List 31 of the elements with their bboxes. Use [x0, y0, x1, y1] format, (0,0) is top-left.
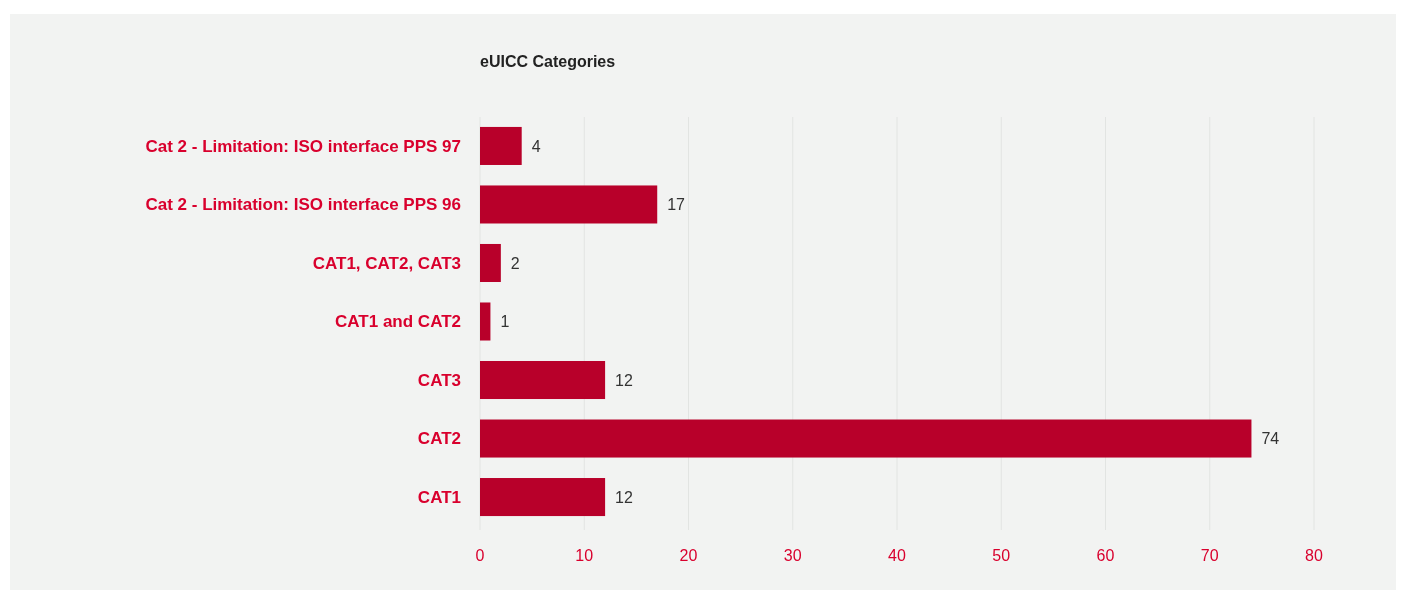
bar [480, 478, 606, 517]
y-tick-label: Cat 2 - Limitation: ISO interface PPS 97 [145, 136, 461, 156]
bar [480, 361, 606, 400]
x-tick-label: 0 [475, 547, 485, 564]
data-label: 17 [667, 196, 686, 214]
x-tick-label: 60 [1096, 547, 1115, 564]
y-tick-label: CAT2 [417, 429, 461, 449]
data-label: 74 [1261, 430, 1280, 448]
y-tick-label: CAT1 [417, 487, 461, 507]
bar [480, 126, 522, 165]
x-tick-label: 50 [992, 547, 1011, 564]
x-tick-label: 70 [1200, 547, 1219, 564]
x-tick-label: 40 [888, 547, 906, 564]
data-label: 2 [510, 254, 520, 272]
y-tick-label: CAT3 [417, 370, 461, 390]
bar [480, 419, 1252, 458]
y-tick-label: CAT1 and CAT2 [335, 312, 461, 332]
data-label: 4 [531, 137, 541, 155]
data-label: 12 [615, 488, 633, 506]
x-tick-label: 80 [1305, 547, 1323, 564]
x-tick-label: 30 [783, 547, 802, 564]
y-tick-label: CAT1, CAT2, CAT3 [312, 253, 461, 273]
bar [480, 185, 658, 224]
chart-title: eUICC Categories [480, 53, 616, 70]
x-tick-label: 20 [679, 547, 698, 564]
data-label: 1 [500, 313, 510, 331]
bar [480, 243, 501, 282]
x-tick-label: 10 [575, 547, 594, 564]
y-tick-label: Cat 2 - Limitation: ISO interface PPS 96 [145, 195, 461, 215]
data-label: 12 [615, 371, 633, 389]
bar [480, 302, 491, 341]
